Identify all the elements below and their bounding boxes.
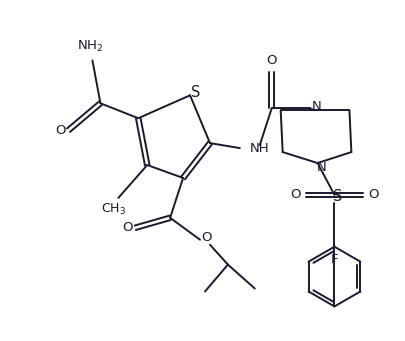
- Text: S: S: [333, 189, 342, 204]
- Text: O: O: [55, 124, 66, 137]
- Text: NH$_2$: NH$_2$: [77, 39, 104, 54]
- Text: NH: NH: [250, 142, 269, 154]
- Text: S: S: [191, 85, 201, 100]
- Text: O: O: [290, 188, 301, 202]
- Text: O: O: [266, 54, 277, 67]
- Text: N: N: [317, 161, 326, 174]
- Text: CH$_3$: CH$_3$: [101, 202, 126, 218]
- Text: N: N: [312, 100, 322, 113]
- Text: O: O: [202, 231, 212, 244]
- Text: F: F: [331, 253, 338, 266]
- Text: O: O: [368, 188, 379, 202]
- Text: O: O: [122, 221, 132, 234]
